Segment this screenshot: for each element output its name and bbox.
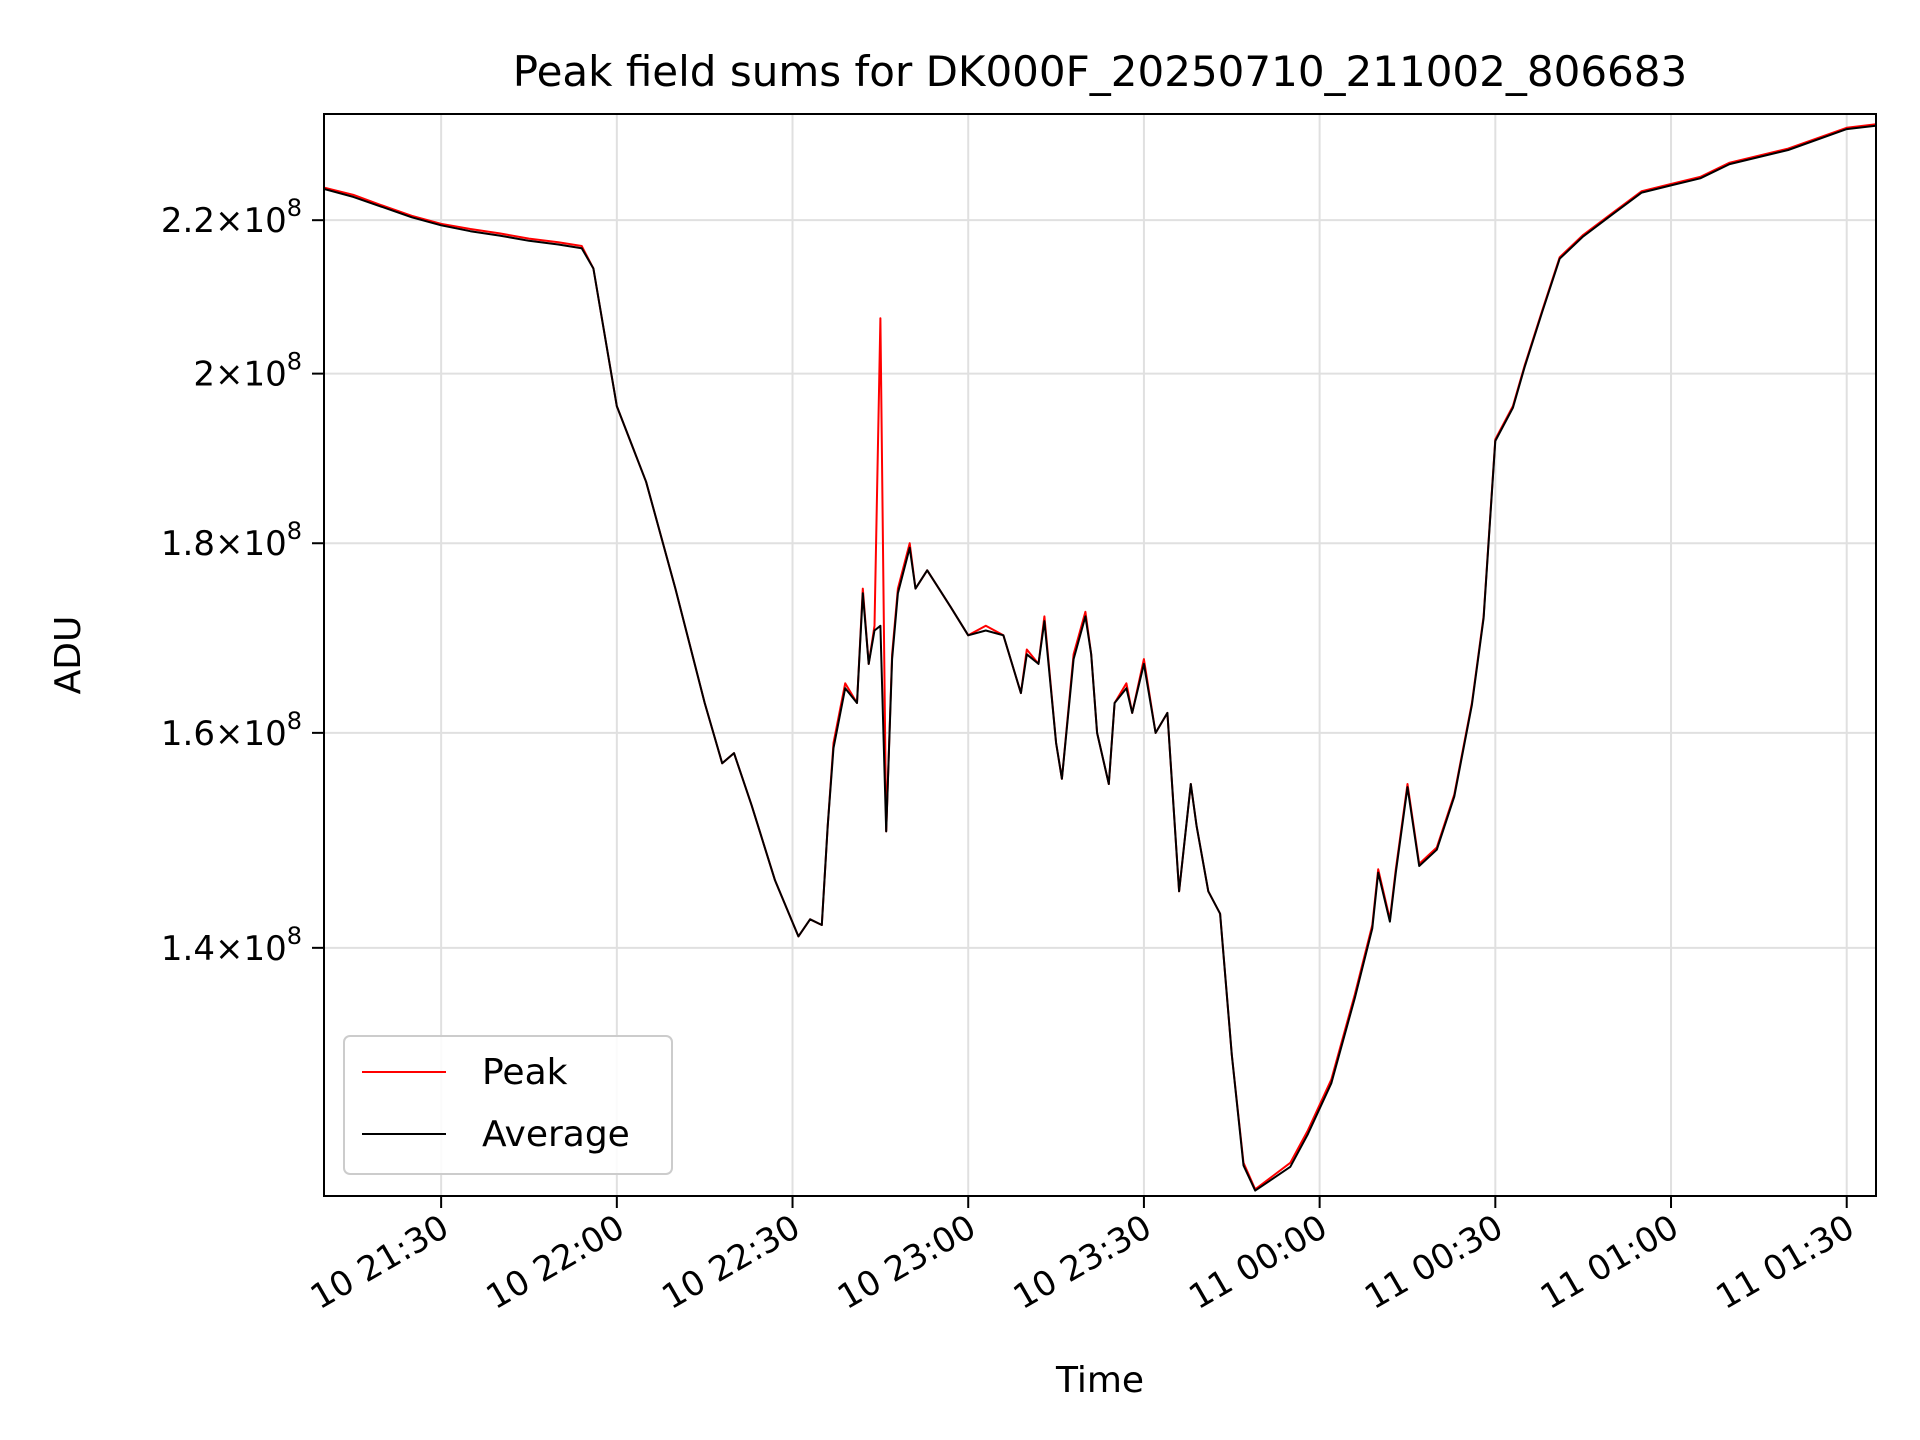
legend: Peak Average: [343, 1035, 673, 1175]
y-tick-times: ×: [215, 524, 244, 564]
y-tick-base: 10: [243, 929, 286, 969]
chart-title: Peak field sums for DK000F_20250710_2110…: [513, 47, 1687, 96]
y-tick-base: 10: [243, 524, 286, 564]
y-tick-label: 2×108: [193, 348, 302, 395]
legend-box: [343, 1035, 673, 1175]
grid: [324, 114, 1876, 1196]
plot-lines: [324, 123, 1876, 1192]
y-tick-base: 10: [243, 714, 286, 754]
y-tick-times: ×: [215, 929, 244, 969]
y-tick-base: 10: [243, 355, 286, 395]
y-tick-label: 1.6×108: [161, 707, 302, 754]
y-axis-label: ADU: [48, 616, 89, 695]
y-tick-times: ×: [215, 201, 244, 241]
y-tick-mantissa: 1.6: [161, 714, 215, 754]
y-tick-exponent: 8: [287, 194, 302, 222]
y-tick-exponent: 8: [287, 922, 302, 950]
y-tick-label: 1.4×108: [161, 922, 302, 969]
series-line-average: [324, 124, 1876, 1192]
legend-label-average: Average: [482, 1114, 630, 1155]
plot-frame: [323, 113, 1877, 1197]
y-tick-exponent: 8: [287, 348, 302, 376]
y-tick-label: 2.2×108: [161, 194, 302, 241]
y-tick-mantissa: 1.4: [161, 929, 215, 969]
legend-label-peak: Peak: [482, 1052, 568, 1093]
y-tick-exponent: 8: [287, 517, 302, 545]
y-tick-times: ×: [215, 355, 244, 395]
y-tick-mantissa: 1.8: [161, 524, 215, 564]
y-tick-times: ×: [215, 714, 244, 754]
y-tick-exponent: 8: [287, 707, 302, 735]
x-axis-label: Time: [1055, 1360, 1144, 1401]
y-tick-mantissa: 2: [193, 355, 215, 395]
y-tick-label: 1.8×108: [161, 517, 302, 564]
y-tick-mantissa: 2.2: [161, 201, 215, 241]
y-tick-base: 10: [243, 201, 286, 241]
